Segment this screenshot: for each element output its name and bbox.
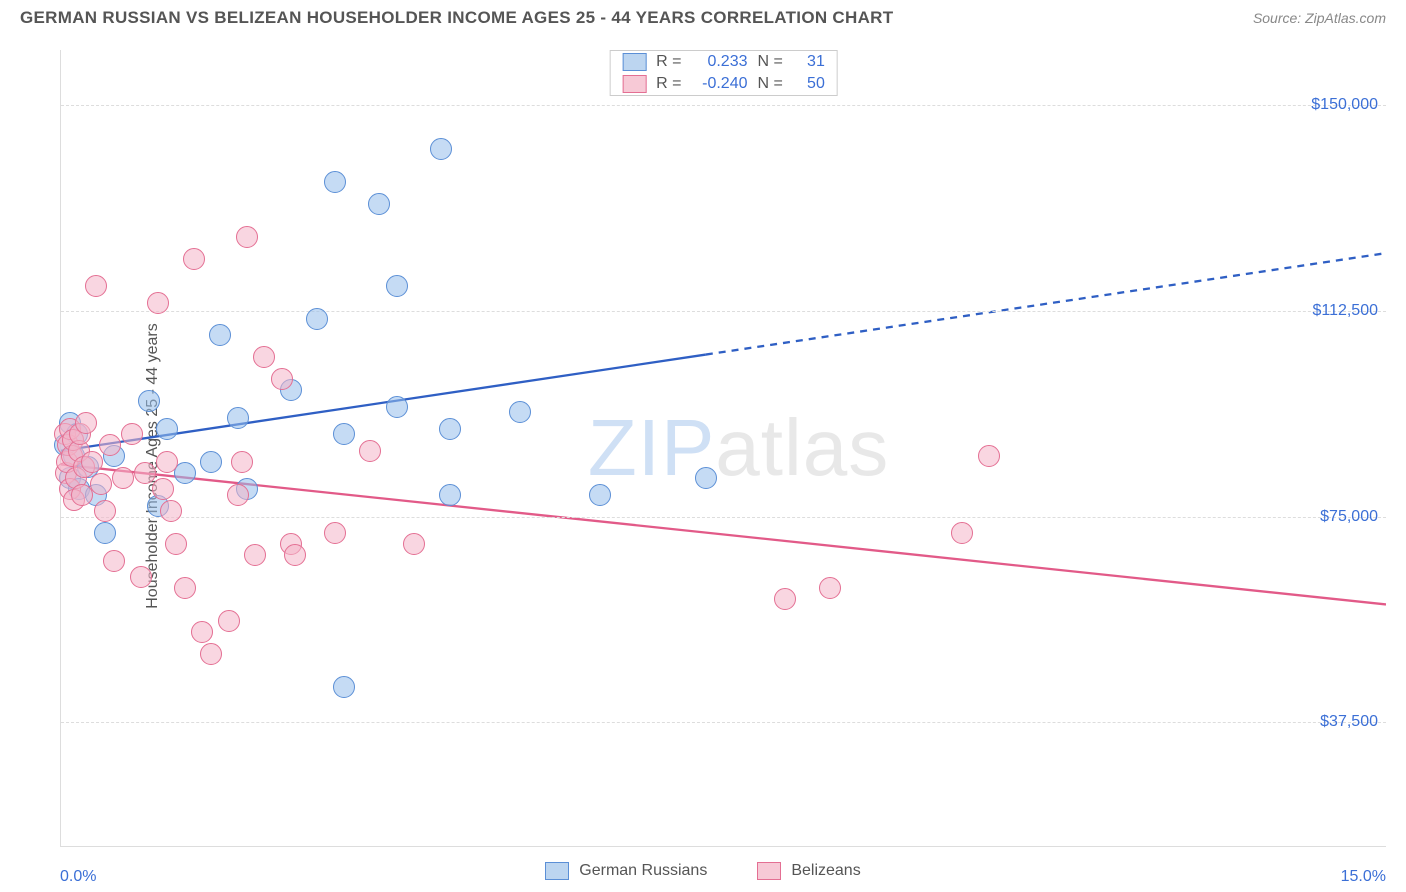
scatter-point	[85, 275, 107, 297]
gridline	[61, 105, 1386, 106]
scatter-point	[200, 451, 222, 473]
scatter-point	[306, 308, 328, 330]
scatter-point	[324, 171, 346, 193]
scatter-point	[403, 533, 425, 555]
scatter-point	[244, 544, 266, 566]
scatter-point	[774, 588, 796, 610]
y-tick-label: $75,000	[1320, 508, 1378, 526]
legend-label: Belizeans	[791, 862, 860, 880]
legend-swatch	[545, 862, 569, 880]
n-label: N =	[758, 75, 783, 93]
watermark: ZIPatlas	[588, 402, 889, 494]
n-label: N =	[758, 53, 783, 71]
scatter-point	[333, 423, 355, 445]
scatter-point	[121, 423, 143, 445]
scatter-point	[333, 676, 355, 698]
scatter-point	[81, 451, 103, 473]
scatter-point	[183, 248, 205, 270]
y-tick-label: $112,500	[1312, 302, 1378, 320]
scatter-point	[386, 396, 408, 418]
scatter-point	[589, 484, 611, 506]
chart-container: Householder Income Ages 25 - 44 years ZI…	[0, 40, 1406, 892]
r-label: R =	[656, 75, 681, 93]
scatter-point	[368, 193, 390, 215]
scatter-point	[130, 566, 152, 588]
scatter-point	[160, 500, 182, 522]
scatter-point	[90, 473, 112, 495]
scatter-point	[152, 478, 174, 500]
scatter-point	[103, 550, 125, 572]
scatter-point	[218, 610, 240, 632]
legend-item: Belizeans	[757, 862, 860, 880]
scatter-point	[200, 643, 222, 665]
chart-title: GERMAN RUSSIAN VS BELIZEAN HOUSEHOLDER I…	[20, 8, 893, 28]
gridline	[61, 722, 1386, 723]
scatter-point	[94, 522, 116, 544]
scatter-point	[439, 484, 461, 506]
legend-swatch	[622, 53, 646, 71]
stats-legend: R = 0.233 N = 31 R = -0.240 N = 50	[609, 50, 838, 96]
scatter-point	[386, 275, 408, 297]
scatter-point	[134, 462, 156, 484]
scatter-point	[978, 445, 1000, 467]
scatter-point	[75, 412, 97, 434]
scatter-point	[99, 434, 121, 456]
scatter-point	[165, 533, 187, 555]
scatter-point	[156, 451, 178, 473]
legend-swatch	[622, 75, 646, 93]
scatter-point	[439, 418, 461, 440]
scatter-point	[509, 401, 531, 423]
scatter-point	[174, 577, 196, 599]
scatter-point	[94, 500, 116, 522]
scatter-point	[359, 440, 381, 462]
source-label: Source: ZipAtlas.com	[1253, 10, 1386, 26]
legend-label: German Russians	[579, 862, 707, 880]
scatter-point	[227, 484, 249, 506]
scatter-point	[138, 390, 160, 412]
y-tick-label: $150,000	[1311, 96, 1378, 114]
scatter-point	[819, 577, 841, 599]
scatter-point	[227, 407, 249, 429]
r-value: -0.240	[692, 75, 748, 93]
plot-area: ZIPatlas R = 0.233 N = 31 R = -0.240 N = 50 $37…	[60, 50, 1386, 847]
r-label: R =	[656, 53, 681, 71]
n-value: 31	[793, 53, 825, 71]
scatter-point	[951, 522, 973, 544]
stats-legend-row: R = 0.233 N = 31	[610, 51, 837, 73]
stats-legend-row: R = -0.240 N = 50	[610, 73, 837, 95]
gridline	[61, 517, 1386, 518]
y-tick-label: $37,500	[1320, 713, 1378, 731]
scatter-point	[271, 368, 293, 390]
scatter-point	[147, 292, 169, 314]
scatter-point	[253, 346, 275, 368]
bottom-legend: German Russians Belizeans	[0, 856, 1406, 886]
regression-lines	[61, 50, 1386, 846]
scatter-point	[284, 544, 306, 566]
legend-item: German Russians	[545, 862, 707, 880]
n-value: 50	[793, 75, 825, 93]
scatter-point	[156, 418, 178, 440]
legend-swatch	[757, 862, 781, 880]
scatter-point	[209, 324, 231, 346]
scatter-point	[324, 522, 346, 544]
scatter-point	[231, 451, 253, 473]
scatter-point	[430, 138, 452, 160]
scatter-point	[236, 226, 258, 248]
scatter-point	[191, 621, 213, 643]
scatter-point	[112, 467, 134, 489]
scatter-point	[695, 467, 717, 489]
gridline	[61, 311, 1386, 312]
r-value: 0.233	[692, 53, 748, 71]
